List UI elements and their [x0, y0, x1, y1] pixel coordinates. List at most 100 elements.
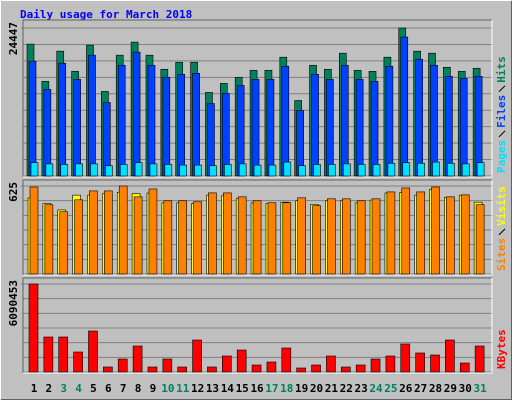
bar	[43, 89, 52, 177]
bevel	[23, 20, 493, 178]
bar	[60, 164, 69, 177]
bar	[447, 162, 455, 177]
bar	[209, 165, 217, 177]
bar	[431, 186, 440, 275]
bar	[238, 163, 247, 177]
x-tick-label: 10	[161, 382, 174, 395]
bar	[340, 64, 349, 177]
bar	[105, 165, 113, 177]
legend-label: KBytes	[495, 329, 508, 369]
bar	[132, 51, 141, 177]
bar	[460, 194, 470, 275]
x-tick-label: 9	[150, 382, 157, 395]
bar	[207, 103, 215, 177]
x-tick-label: 25	[384, 382, 397, 395]
bar	[177, 366, 188, 373]
bar	[266, 79, 275, 177]
bar	[28, 60, 37, 177]
bar	[43, 336, 54, 373]
bar	[163, 200, 173, 275]
bar	[474, 345, 485, 373]
legend-separator	[498, 85, 506, 93]
bar	[90, 163, 98, 177]
x-tick-label: 28	[429, 382, 442, 395]
bar	[328, 164, 336, 177]
bar	[311, 74, 319, 177]
x-tick-label: 3	[60, 382, 67, 395]
bar	[45, 163, 54, 177]
bar	[283, 161, 292, 177]
bar	[164, 164, 173, 177]
bar	[118, 185, 128, 275]
bar	[459, 78, 468, 177]
bar	[327, 198, 336, 275]
bar	[179, 164, 188, 177]
legend-separator	[498, 130, 506, 138]
bar	[132, 345, 143, 373]
bar	[355, 79, 364, 177]
bar	[340, 366, 351, 373]
legend-label: Hits	[495, 56, 508, 83]
bar	[312, 205, 321, 275]
legend-separator	[498, 228, 506, 236]
x-tick-label: 29	[444, 382, 457, 395]
bar	[89, 190, 98, 275]
bar	[385, 355, 396, 373]
bar	[73, 351, 83, 373]
bar	[311, 364, 321, 373]
bar	[432, 161, 440, 177]
bar	[400, 343, 411, 373]
bar	[445, 76, 453, 177]
bar	[74, 199, 83, 275]
bar	[385, 65, 394, 177]
bar	[253, 164, 262, 177]
bar	[237, 196, 247, 275]
bevel	[22, 19, 492, 177]
bar	[268, 164, 277, 177]
bar	[459, 362, 470, 373]
bar	[149, 163, 158, 177]
x-tick-label: 7	[120, 382, 127, 395]
y-tick-label: 24447	[7, 22, 20, 55]
bar	[475, 204, 485, 275]
bar	[117, 358, 128, 373]
x-tick-label: 5	[90, 382, 97, 395]
bevel	[23, 278, 493, 374]
bar	[162, 77, 171, 177]
bar	[44, 204, 54, 275]
legend-label: Visits	[495, 186, 508, 226]
bar	[356, 200, 366, 275]
legend-label: Sites	[495, 238, 508, 271]
x-tick-label: 27	[414, 382, 427, 395]
bar	[251, 79, 260, 177]
bar	[281, 347, 292, 373]
x-tick-label: 22	[340, 382, 353, 395]
x-tick-label: 12	[191, 382, 204, 395]
bar	[430, 64, 438, 177]
bar	[103, 366, 113, 373]
bar	[148, 188, 158, 275]
x-tick-label: 21	[325, 382, 339, 395]
bar	[162, 358, 173, 373]
bar	[326, 355, 336, 373]
bar	[194, 164, 202, 177]
bar	[415, 58, 423, 177]
bar	[251, 364, 262, 373]
bar	[266, 361, 277, 373]
bar	[88, 330, 98, 373]
bar	[282, 202, 292, 275]
bar	[223, 192, 232, 275]
bar	[177, 74, 186, 177]
bar	[461, 163, 470, 177]
bar	[416, 191, 425, 275]
bar	[224, 164, 232, 177]
bar	[73, 79, 81, 177]
x-tick-label: 16	[250, 382, 264, 395]
bevel	[23, 180, 493, 276]
bar	[417, 162, 425, 177]
x-tick-label: 31	[474, 382, 488, 395]
x-tick-label: 14	[221, 382, 235, 395]
x-tick-label: 1	[31, 382, 38, 395]
bar	[147, 64, 156, 177]
